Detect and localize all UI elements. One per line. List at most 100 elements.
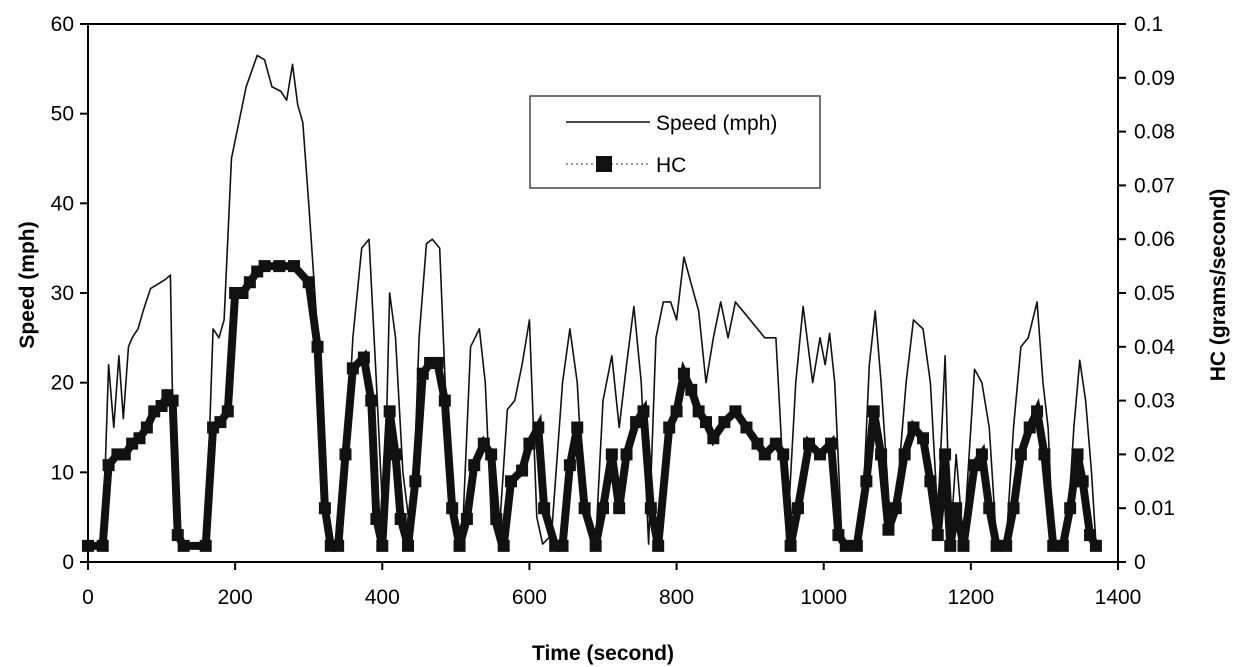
hc-data-point — [589, 539, 602, 552]
hc-data-point — [898, 448, 911, 461]
hc-data-point — [769, 437, 782, 450]
hc-data-point — [917, 432, 930, 445]
hc-data-point — [126, 437, 139, 450]
hc-data-point — [637, 405, 650, 418]
x-tick-label: 800 — [659, 586, 694, 609]
hc-data-point — [571, 421, 584, 434]
hc-data-point — [1038, 448, 1051, 461]
hc-data-point — [729, 405, 742, 418]
hc-data-point — [438, 394, 451, 407]
hc-data-point — [1047, 539, 1060, 552]
hc-data-point — [803, 437, 815, 450]
hc-data-point — [236, 287, 249, 299]
y2-tick-label: 0.1 — [1134, 13, 1163, 36]
hc-data-point — [556, 539, 569, 552]
hc-data-point — [700, 416, 712, 429]
hc-data-point — [376, 539, 389, 552]
y-tick-label: 20 — [51, 372, 74, 395]
hc-data-point — [1071, 448, 1084, 461]
y-tick-label: 50 — [51, 103, 74, 126]
hc-data-point — [383, 405, 396, 418]
hc-data-point — [663, 421, 676, 434]
hc-data-point — [907, 421, 920, 434]
hc-data-point — [177, 539, 190, 552]
hc-data-point — [357, 351, 370, 364]
hc-data-point — [1084, 529, 1097, 542]
hc-data-point — [532, 421, 545, 434]
hc-data-point — [825, 437, 838, 450]
y2-tick-label: 0.03 — [1134, 390, 1175, 413]
hc-data-point — [1089, 539, 1102, 552]
hc-data-point — [394, 512, 407, 525]
x-axis-title: Time (second) — [532, 642, 674, 665]
hc-data-point — [505, 475, 518, 488]
hc-data-point — [685, 383, 698, 396]
hc-data-point — [707, 432, 720, 445]
hc-data-point — [740, 421, 753, 434]
x-tick-label: 200 — [218, 586, 253, 609]
y-tick-label: 0 — [62, 551, 74, 574]
y2-tick-label: 0.04 — [1134, 336, 1175, 359]
hc-data-point — [850, 539, 863, 552]
hc-data-point — [791, 502, 804, 515]
y2-tick-label: 0.06 — [1134, 228, 1175, 251]
y2-tick-label: 0.05 — [1134, 282, 1175, 305]
legend-box — [529, 95, 821, 189]
hc-data-point — [983, 502, 996, 515]
hc-data-point — [365, 394, 378, 407]
hc-data-point — [1064, 502, 1077, 515]
x-tick-label: 1200 — [947, 586, 994, 609]
x-tick-label: 0 — [82, 586, 94, 609]
hc-data-point — [258, 260, 271, 273]
hc-data-point — [597, 502, 609, 515]
hc-series-line — [88, 262, 1100, 550]
hc-data-point — [370, 512, 383, 525]
hc-data-point — [155, 399, 168, 412]
hc-data-point — [990, 539, 1003, 552]
hc-data-point — [677, 367, 690, 380]
speed-series-line — [88, 54, 1097, 545]
x-tick-label: 1400 — [1095, 586, 1142, 609]
hc-data-point — [133, 432, 146, 445]
hc-data-point — [563, 459, 576, 472]
hc-data-point — [485, 448, 498, 461]
hc-data-point — [140, 421, 153, 434]
y2-tick-label: 0.07 — [1134, 174, 1175, 197]
hc-data-point — [1076, 475, 1089, 488]
y2-tick-label: 0.01 — [1134, 497, 1175, 520]
y2-axis-title: HC (grams/second) — [1207, 189, 1230, 382]
hc-data-point — [477, 437, 490, 450]
hc-data-point — [431, 356, 444, 369]
hc-data-point — [199, 539, 212, 552]
hc-data-point — [339, 448, 352, 461]
hc-data-point — [613, 502, 626, 515]
hc-data-point — [446, 502, 459, 515]
hc-data-point — [814, 448, 827, 461]
hc-data-point — [523, 437, 536, 450]
hc-data-point — [975, 448, 988, 461]
y2-tick-label: 0.08 — [1134, 121, 1175, 144]
y2-tick-label: 0.09 — [1134, 67, 1175, 90]
y-tick-label: 40 — [51, 192, 74, 215]
hc-data-point — [605, 448, 618, 461]
hc-data-point — [118, 448, 131, 461]
hc-data-point — [389, 448, 402, 461]
hc-data-point — [882, 523, 895, 536]
hc-data-point — [957, 539, 970, 552]
hc-data-point — [968, 459, 981, 472]
y2-tick-label: 0 — [1134, 551, 1146, 574]
hc-data-point — [214, 416, 227, 429]
hc-data-point — [777, 448, 790, 461]
hc-data-point — [1023, 421, 1036, 434]
hc-data-point — [860, 475, 873, 488]
hc-data-point — [538, 502, 551, 515]
hc-data-point — [924, 475, 937, 488]
y-tick-label: 10 — [51, 461, 74, 484]
hc-data-point — [468, 459, 481, 472]
x-tick-label: 400 — [365, 586, 400, 609]
hc-data-point — [758, 448, 771, 461]
hc-data-point — [96, 539, 109, 552]
hc-data-point — [243, 276, 256, 289]
